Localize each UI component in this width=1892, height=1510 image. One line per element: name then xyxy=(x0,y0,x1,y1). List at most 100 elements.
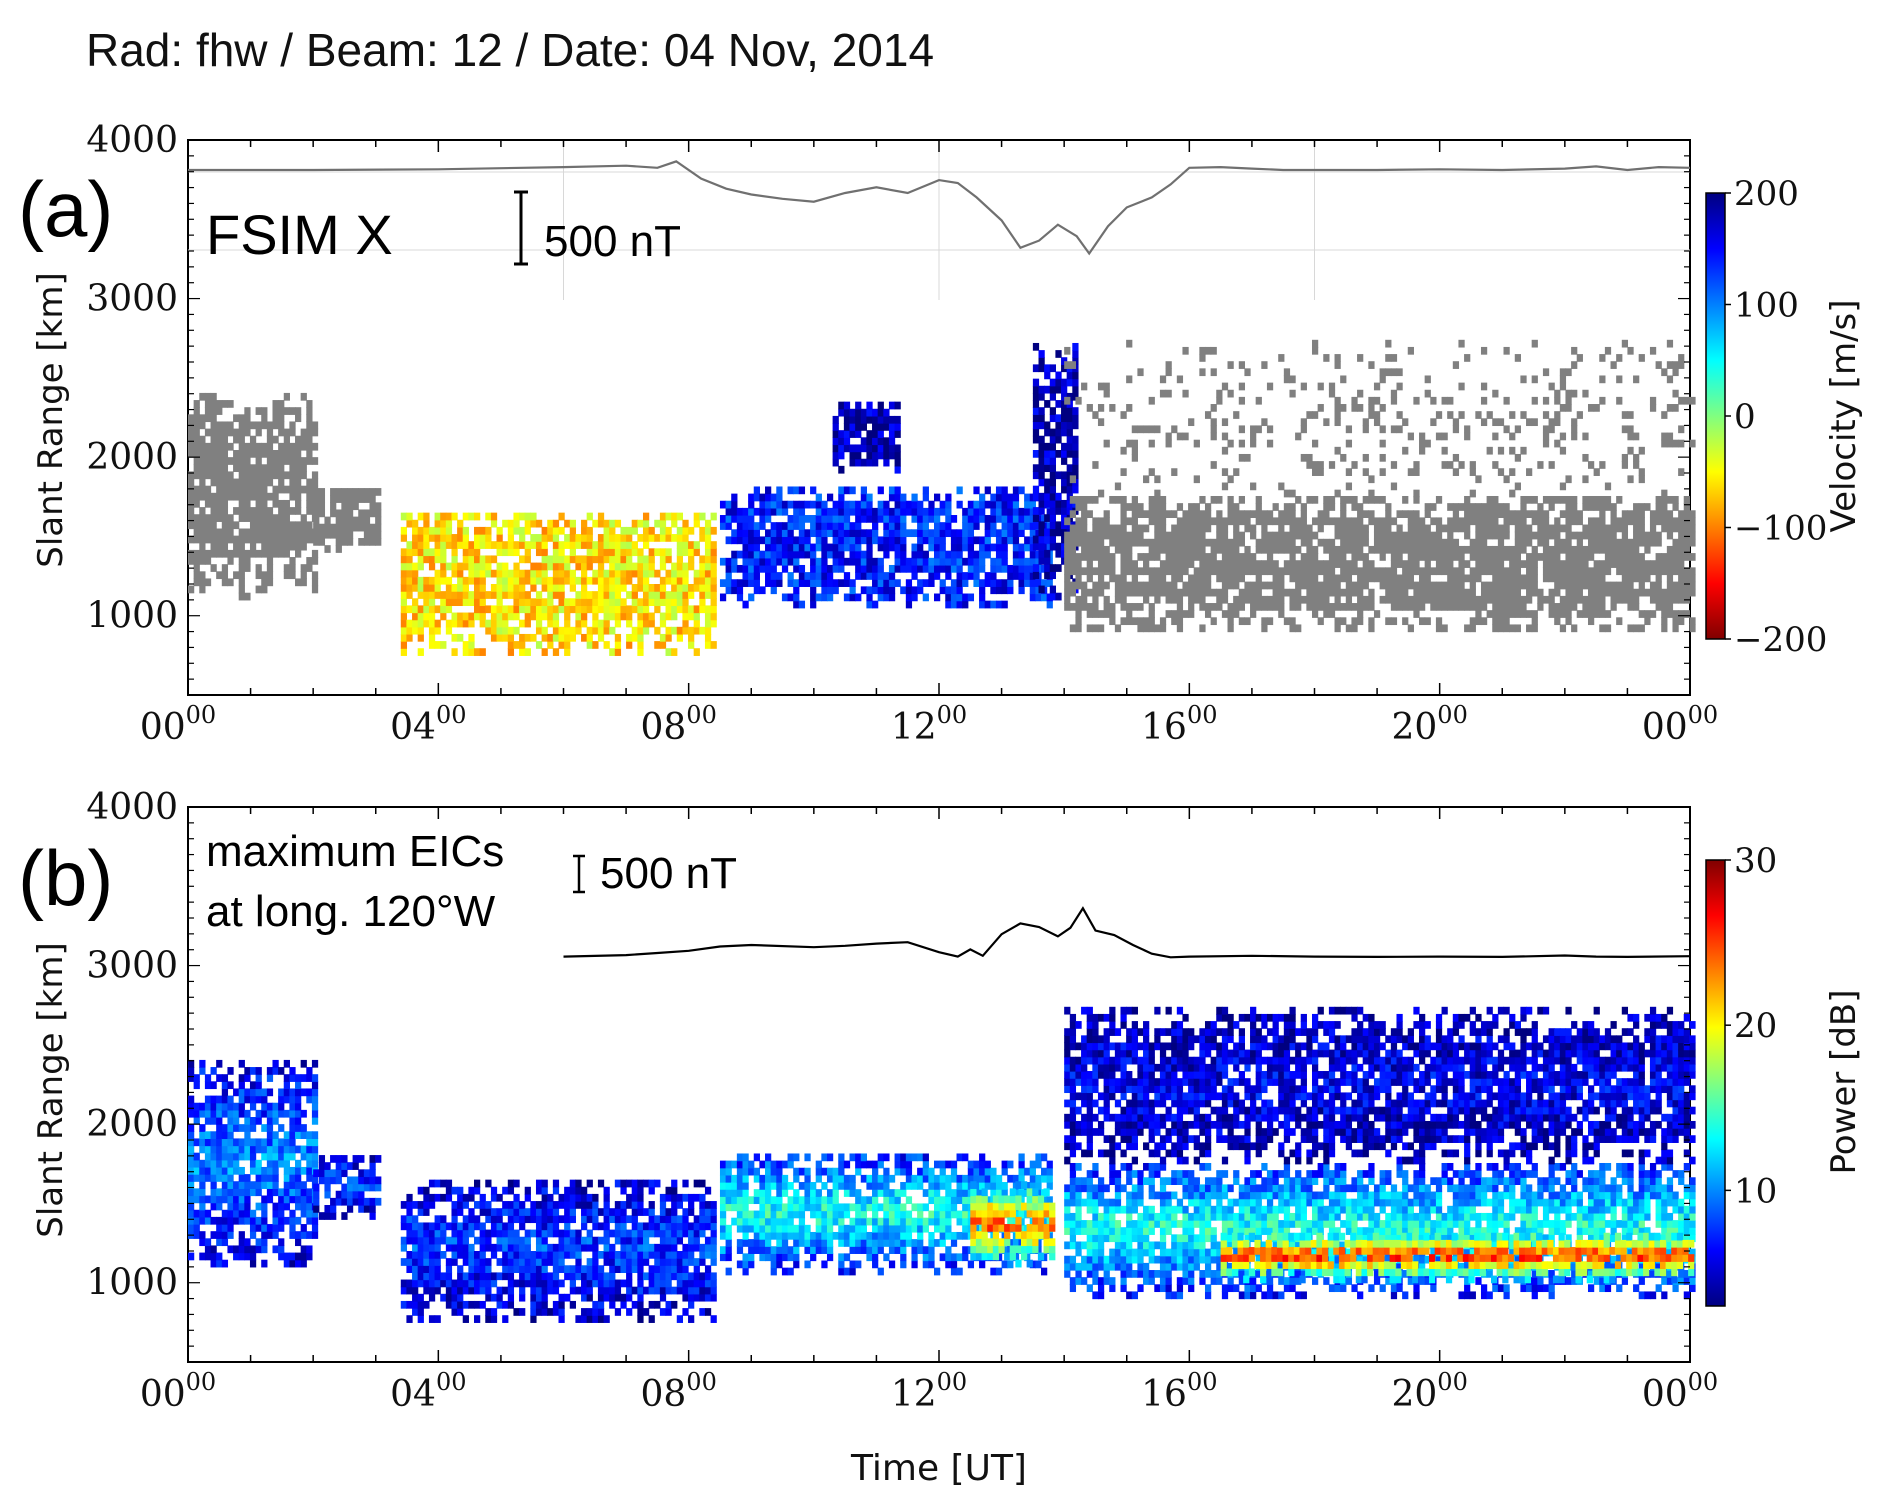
scatter-cell xyxy=(412,1215,419,1224)
scatter-cell xyxy=(736,515,744,523)
scatter-cell xyxy=(1537,603,1544,611)
scatter-cell xyxy=(883,586,890,595)
scatter-cell xyxy=(558,562,565,571)
scatter-cell xyxy=(440,591,447,599)
scatter-cell xyxy=(311,1138,319,1147)
scatter-cell xyxy=(1610,603,1617,611)
scatter-cell xyxy=(1323,560,1330,568)
scatter-cell xyxy=(434,619,441,628)
scatter-cell xyxy=(922,557,929,566)
scatter-cell xyxy=(428,1286,436,1295)
scatter-cell xyxy=(1616,567,1623,576)
scatter-cell xyxy=(541,541,548,549)
scatter-cell xyxy=(704,619,712,628)
scatter-cell xyxy=(261,1102,268,1111)
scatter-cell xyxy=(1109,524,1116,533)
scatter-cell xyxy=(204,1159,212,1168)
scatter-cell xyxy=(866,451,873,460)
scatter-cell xyxy=(654,591,661,599)
scatter-cell xyxy=(928,515,935,523)
scatter-cell xyxy=(1475,567,1482,576)
scatter-cell xyxy=(1385,339,1392,348)
scatter-cell xyxy=(1278,610,1285,618)
scatter-cell xyxy=(1649,524,1657,533)
scatter-cell xyxy=(199,1238,206,1247)
scatter-cell xyxy=(547,584,554,592)
scatter-cell xyxy=(249,549,257,558)
scatter-cell xyxy=(406,1215,413,1224)
scatter-cell xyxy=(1029,493,1036,502)
scatter-cell xyxy=(513,512,520,521)
scatter-cell xyxy=(1032,450,1040,458)
scatter-cell xyxy=(1044,528,1051,537)
scatter-cell xyxy=(417,1201,424,1209)
scatter-cell xyxy=(1430,553,1437,561)
scatter-cell xyxy=(665,569,672,578)
scatter-cell xyxy=(704,526,712,535)
scatter-cell xyxy=(569,626,576,635)
scatter-cell xyxy=(1311,411,1319,419)
scatter-cell xyxy=(1193,524,1200,533)
scatter-cell xyxy=(216,400,223,408)
scatter-cell xyxy=(400,619,408,628)
scatter-cell xyxy=(227,428,234,437)
scatter-cell xyxy=(547,633,554,642)
scatter-cell xyxy=(838,401,845,410)
scatter-cell xyxy=(1064,574,1071,583)
scatter-cell xyxy=(1587,617,1595,626)
scatter-cell xyxy=(1061,385,1068,394)
scatter-cell xyxy=(330,1169,337,1178)
scatter-cell xyxy=(1114,574,1122,583)
scatter-cell xyxy=(1041,515,1048,523)
scatter-cell xyxy=(352,516,359,525)
scatter-cell xyxy=(877,500,884,509)
scatter-cell xyxy=(311,578,319,587)
scatter-cell xyxy=(1154,531,1161,540)
scatter-cell xyxy=(1311,517,1319,526)
scatter-cell xyxy=(210,400,217,408)
scatter-cell xyxy=(922,493,929,502)
scatter-cell xyxy=(1261,538,1268,547)
scatter-cell xyxy=(1666,545,1674,554)
scatter-cell xyxy=(502,569,509,578)
scatter-cell xyxy=(283,571,290,580)
scatter-cell xyxy=(445,562,453,571)
scatter-cell xyxy=(1049,478,1057,487)
scatter-cell xyxy=(199,521,206,530)
scatter-cell xyxy=(1497,610,1505,618)
scatter-cell xyxy=(592,619,599,628)
scatter-cell xyxy=(1064,588,1071,597)
scatter-cell xyxy=(233,1152,240,1161)
scatter-cell xyxy=(995,564,1003,573)
scatter-cell xyxy=(451,541,458,549)
scatter-cell xyxy=(1435,411,1443,419)
scatter-cell xyxy=(1509,553,1516,561)
scatter-cell xyxy=(855,401,862,410)
scatter-cell xyxy=(547,576,554,585)
scatter-cell xyxy=(1064,553,1071,561)
scatter-cell xyxy=(1616,375,1623,384)
scatter-cell xyxy=(423,519,430,528)
scatter-cell xyxy=(1306,574,1313,583)
scatter-cell xyxy=(204,499,212,508)
scatter-cell xyxy=(346,1176,354,1185)
scatter-cell xyxy=(1114,531,1122,540)
scatter-cell xyxy=(826,550,834,559)
scatter-cell xyxy=(995,507,1003,516)
scatter-cell xyxy=(1032,435,1040,444)
scatter-cell xyxy=(1537,524,1544,533)
scatter-cell xyxy=(1509,560,1516,568)
scatter-cell xyxy=(1678,617,1685,626)
scatter-cell xyxy=(581,591,588,599)
scatter-cell xyxy=(1204,346,1212,355)
scatter-cell xyxy=(1458,461,1465,469)
scatter-cell xyxy=(283,442,290,451)
scatter-cell xyxy=(872,557,879,566)
scatter-cell xyxy=(1055,385,1062,394)
scatter-cell xyxy=(193,407,200,415)
scatter-cell xyxy=(244,492,251,501)
scatter-cell xyxy=(1029,543,1036,552)
scatter-cell xyxy=(1509,489,1516,498)
scatter-cell xyxy=(1430,588,1437,597)
scatter-cell xyxy=(1672,517,1679,526)
